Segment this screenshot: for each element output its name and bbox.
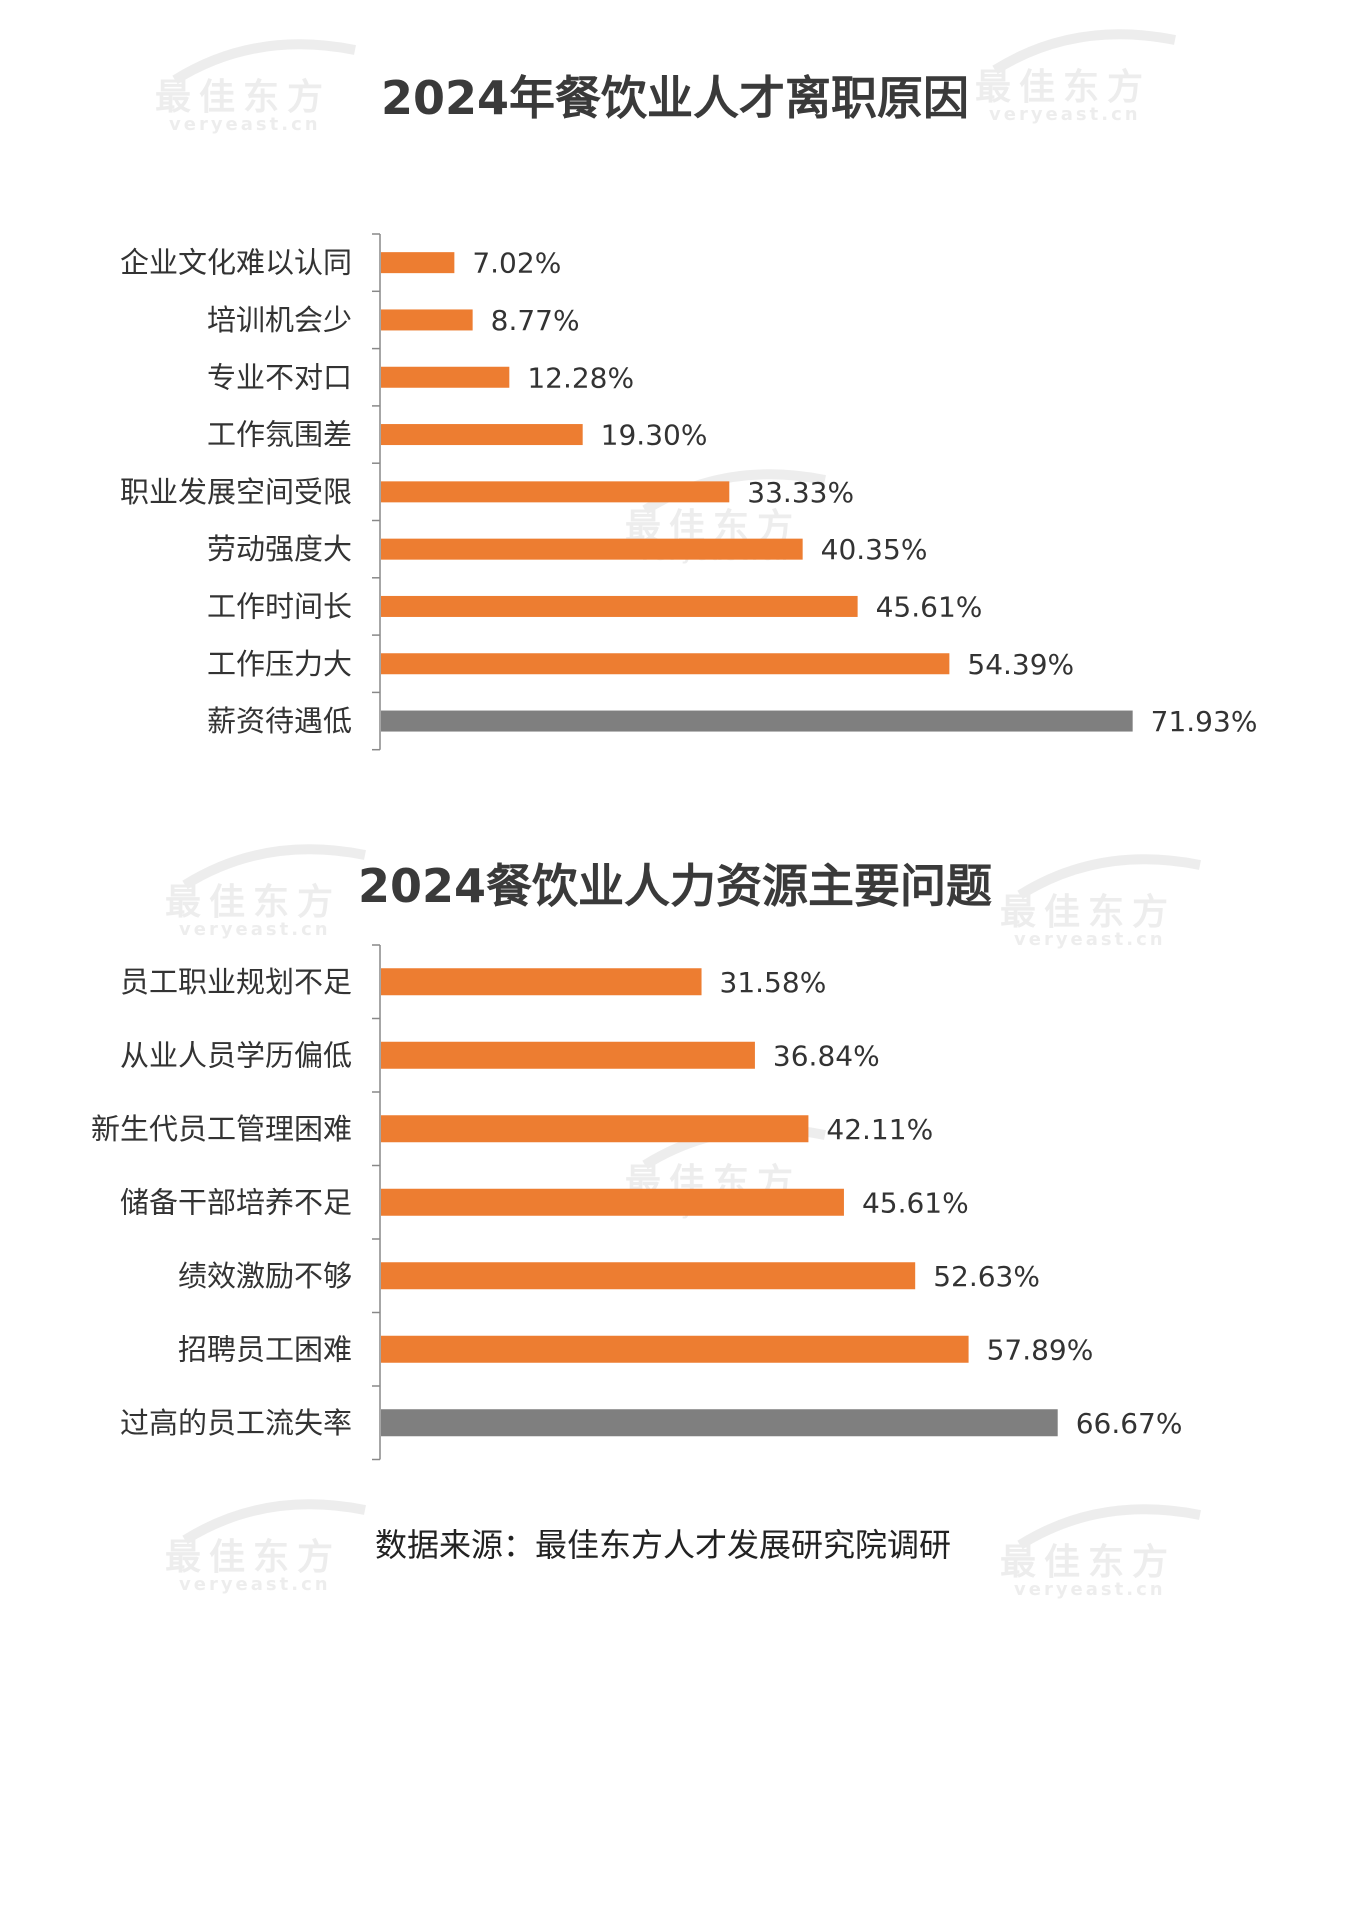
watermark-logo: 最佳东方 veryeast.cn <box>975 20 1185 130</box>
category-label: 企业文化难以认同 <box>120 246 352 280</box>
bar <box>381 424 583 446</box>
bar <box>381 1115 809 1143</box>
category-label: 从业人员学历偏低 <box>120 1038 352 1072</box>
value-label: 12.28% <box>527 361 634 394</box>
watermark-brand: 最佳东方 <box>1000 892 1177 933</box>
bar <box>381 595 858 617</box>
value-label: 71.93% <box>1151 705 1258 738</box>
category-label: 储备干部培养不足 <box>120 1185 352 1219</box>
bar <box>381 309 473 331</box>
category-label: 绩效激励不够 <box>178 1259 352 1293</box>
chart-title-turnover-reasons: 2024年餐饮业人才离职原因 <box>380 71 970 125</box>
category-label: 专业不对口 <box>207 360 352 394</box>
watermark-swoosh-icon <box>182 844 366 890</box>
bar <box>381 252 455 274</box>
bar <box>381 710 1133 732</box>
source-note: 数据来源：最佳东方人才发展研究院调研 <box>375 1526 952 1564</box>
watermark-swoosh-icon <box>1017 1504 1201 1550</box>
category-label: 职业发展空间受限 <box>120 475 352 509</box>
category-label: 招聘员工困难 <box>178 1332 352 1366</box>
bar <box>381 366 510 388</box>
value-label: 52.63% <box>933 1260 1040 1293</box>
category-label: 员工职业规划不足 <box>120 965 352 999</box>
bar <box>381 1188 844 1216</box>
watermark-domain: veryeast.cn <box>179 1574 331 1595</box>
category-label: 培训机会少 <box>207 303 352 337</box>
bar <box>381 968 702 996</box>
watermark-domain: veryeast.cn <box>1014 929 1166 950</box>
watermark-swoosh-icon <box>182 1499 366 1545</box>
value-label: 33.33% <box>747 476 854 509</box>
watermark-brand: 最佳东方 <box>165 882 342 923</box>
bar <box>381 1262 916 1290</box>
value-label: 54.39% <box>967 648 1074 681</box>
category-label: 工作时间长 <box>207 589 352 623</box>
category-label: 过高的员工流失率 <box>120 1406 352 1440</box>
watermark-logo: 最佳东方 veryeast.cn <box>1000 1495 1210 1605</box>
value-label: 8.77% <box>491 304 580 337</box>
value-label: 57.89% <box>987 1333 1094 1366</box>
value-label: 42.11% <box>826 1113 933 1146</box>
watermark-swoosh-icon <box>172 39 356 85</box>
category-label: 工作压力大 <box>207 647 352 681</box>
value-label: 31.58% <box>720 966 827 999</box>
watermark-domain: veryeast.cn <box>1014 1579 1166 1600</box>
category-label: 劳动强度大 <box>207 532 352 566</box>
watermark-domain: veryeast.cn <box>179 919 331 940</box>
category-label: 工作氛围差 <box>207 418 352 452</box>
watermark-logo: 最佳东方 veryeast.cn <box>1000 845 1210 955</box>
bar <box>381 538 803 560</box>
watermark-logo: 最佳东方 veryeast.cn <box>165 835 375 945</box>
value-label: 40.35% <box>821 533 928 566</box>
turnover-reasons-bar-chart: 企业文化难以认同 7.02% 培训机会少 8.77% 专业不对口 12.28% 工作氛围差 1… <box>120 233 1258 751</box>
watermark-logo: 最佳东方 veryeast.cn <box>165 1490 375 1600</box>
bar <box>381 1409 1058 1437</box>
value-label: 19.30% <box>601 419 708 452</box>
watermark-swoosh-icon <box>992 29 1176 75</box>
category-label: 薪资待遇低 <box>207 704 352 738</box>
watermark-brand: 最佳东方 <box>975 67 1152 108</box>
value-label: 36.84% <box>773 1039 880 1072</box>
bar <box>381 481 730 503</box>
value-label: 7.02% <box>472 247 561 280</box>
watermark-logo: 最佳东方 veryeast.cn <box>155 30 365 140</box>
watermark-brand: 最佳东方 <box>165 1537 342 1578</box>
value-label: 45.61% <box>862 1186 969 1219</box>
watermark-swoosh-icon <box>1017 854 1201 900</box>
bar <box>381 653 950 675</box>
bar <box>381 1335 969 1363</box>
chart-title-hr-problems: 2024餐饮业人力资源主要问题 <box>357 859 993 913</box>
watermark-domain: veryeast.cn <box>989 104 1141 125</box>
category-label: 新生代员工管理困难 <box>91 1112 352 1146</box>
watermark-brand: 最佳东方 <box>155 77 332 118</box>
hr-problems-bar-chart: 员工职业规划不足 31.58% 从业人员学历偏低 36.84% 新生代员工管理困难 42.… <box>91 944 1183 1461</box>
value-label: 66.67% <box>1076 1407 1183 1440</box>
watermark-brand: 最佳东方 <box>1000 1542 1177 1583</box>
value-label: 45.61% <box>876 590 983 623</box>
watermark-domain: veryeast.cn <box>169 114 321 135</box>
bar <box>381 1041 755 1069</box>
